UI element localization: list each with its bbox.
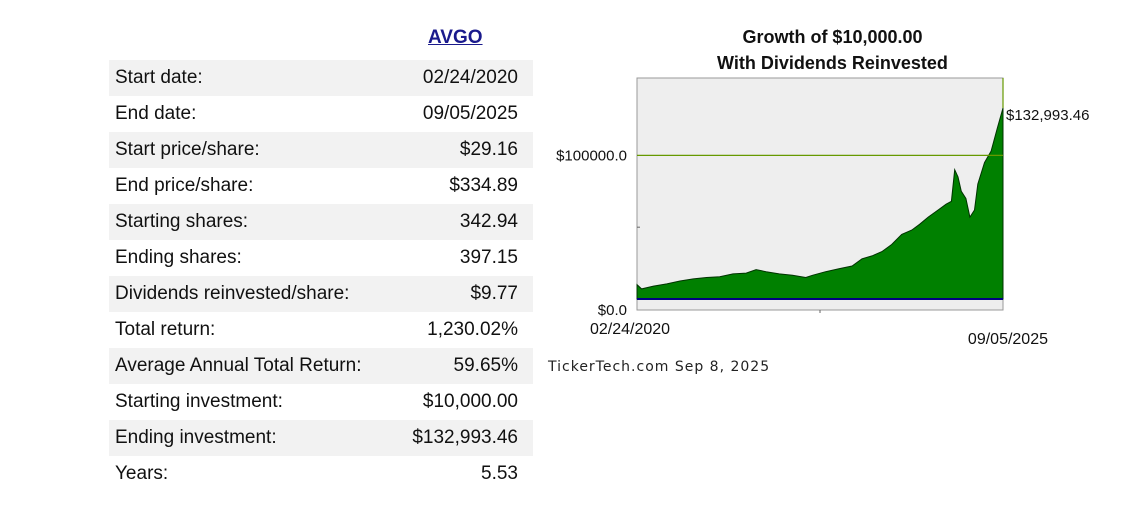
stats-value: $10,000.00 <box>422 391 518 412</box>
stats-row: Start date: 02/24/2020 <box>109 60 533 96</box>
ticker-symbol: AVGO <box>428 27 483 48</box>
stats-row: Years: 5.53 <box>109 456 533 492</box>
stats-value: 1,230.02% <box>427 319 518 340</box>
stats-label: Average Annual Total Return: <box>109 348 394 384</box>
end-value-label: $132,993.46 <box>1006 107 1089 124</box>
chart-title: Growth of $10,000.00 <box>742 27 923 47</box>
stats-value: $334.89 <box>449 175 518 196</box>
stats-label: Dividends reinvested/share: <box>109 276 394 312</box>
stats-label: Ending shares: <box>115 247 242 268</box>
growth-chart: $100000.0 $0.0 02/24/2020 09/05/2025 $132,99… <box>556 77 1089 348</box>
stats-row: Total return: 1,230.02% <box>109 312 533 348</box>
stats-label: Starting investment: <box>115 391 283 412</box>
stats-value: $29.16 <box>393 132 533 168</box>
stats-row: Average Annual Total Return: 59.65% <box>109 348 533 384</box>
stats-row: Start price/share: $29.16 <box>109 132 533 168</box>
growth-area <box>636 107 1004 300</box>
y-tick-label-0: $0.0 <box>598 302 627 319</box>
stats-value: 02/24/2020 <box>393 60 533 96</box>
stats-row: Dividends reinvested/share: $9.77 <box>109 276 533 312</box>
stats-value: $132,993.46 <box>393 420 533 456</box>
y-tick-label-100000: $100000.0 <box>556 147 627 164</box>
stats-row: Starting shares: 342.94 <box>109 204 533 240</box>
stats-label: Years: <box>115 463 169 484</box>
stats-value: 5.53 <box>481 463 518 484</box>
stats-row: Starting investment: $10,000.00 <box>109 384 533 420</box>
stats-row: End price/share: $334.89 <box>109 168 533 204</box>
stats-value: 09/05/2025 <box>422 103 518 124</box>
stats-label: Ending investment: <box>109 420 394 456</box>
stats-row: Ending investment: $132,993.46 <box>109 420 533 456</box>
stats-label: Start price/share: <box>109 132 394 168</box>
stats-label: End date: <box>115 103 197 124</box>
stats-label: End price/share: <box>115 175 254 196</box>
x-tick-label-start: 02/24/2020 <box>590 321 670 338</box>
chart-subtitle: With Dividends Reinvested <box>717 53 948 73</box>
stats-value: 397.15 <box>459 247 518 268</box>
stats-label: Starting shares: <box>109 204 394 240</box>
chart-title-block: Growth of $10,000.00 With Dividends Rein… <box>660 24 1005 76</box>
chart-credit: TickerTech.com Sep 8, 2025 <box>548 359 771 375</box>
stats-value: 342.94 <box>393 204 533 240</box>
stats-label: Total return: <box>115 319 216 340</box>
stats-row: Ending shares: 397.15 <box>109 240 533 276</box>
stats-value: 59.65% <box>393 348 533 384</box>
stats-table: Start date: 02/24/2020 End date: 09/05/2025… <box>109 60 533 492</box>
stats-row: End date: 09/05/2025 <box>109 96 533 132</box>
x-tick-label-end: 09/05/2025 <box>968 331 1048 348</box>
stats-label: Start date: <box>109 60 394 96</box>
stats-value: $9.77 <box>393 276 533 312</box>
